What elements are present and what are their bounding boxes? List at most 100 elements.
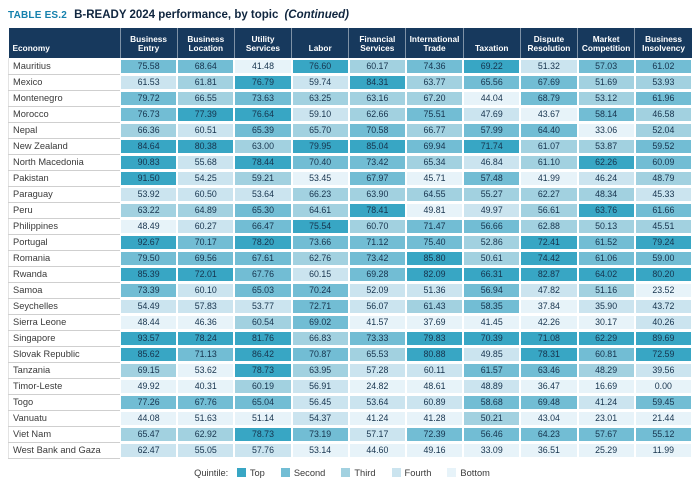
score-cell: 59.10 — [292, 107, 348, 122]
score-cell: 56.91 — [292, 379, 348, 394]
score-cell: 53.92 — [121, 187, 177, 202]
score-cell: 41.28 — [406, 411, 463, 426]
score-cell: 70.58 — [349, 123, 405, 138]
table-row: New Zealand 84.64 80.38 63.00 79.95 85.04 69.9… — [8, 138, 692, 155]
score-cell: 78.20 — [235, 235, 291, 250]
score-cell: 67.76 — [235, 267, 291, 282]
legend-swatch-second — [280, 467, 290, 477]
column-header: International Trade — [405, 28, 464, 58]
score-cell: 84.64 — [121, 139, 177, 154]
score-cell: 48.34 — [578, 187, 634, 202]
score-cell: 66.47 — [235, 219, 291, 234]
score-cell: 60.19 — [235, 379, 291, 394]
table-row: Montenegro 79.72 66.55 73.63 63.25 63.16 67.20… — [8, 90, 692, 107]
score-cell: 63.95 — [292, 363, 348, 378]
score-cell: 61.02 — [635, 59, 691, 74]
economy-name: Philippines — [8, 218, 120, 235]
column-header: Business Insolvency — [634, 28, 692, 58]
score-cell: 82.09 — [406, 267, 463, 282]
score-cell: 56.46 — [464, 427, 520, 442]
economy-name: Mexico — [8, 74, 120, 91]
score-cell: 71.08 — [521, 331, 577, 346]
score-cell: 92.67 — [121, 235, 177, 250]
legend-swatch-fourth — [391, 467, 401, 477]
score-cell: 76.64 — [235, 107, 291, 122]
score-cell: 65.53 — [349, 347, 405, 362]
score-cell: 63.22 — [121, 203, 177, 218]
score-cell: 62.26 — [578, 155, 634, 170]
score-cell: 51.16 — [578, 283, 634, 298]
score-cell: 40.26 — [635, 315, 691, 330]
score-cell: 58.35 — [464, 299, 520, 314]
score-cell: 62.88 — [521, 219, 577, 234]
score-cell: 50.13 — [578, 219, 634, 234]
score-cell: 66.36 — [121, 123, 177, 138]
score-cell: 67.97 — [349, 171, 405, 186]
score-cell: 41.57 — [349, 315, 405, 330]
score-cell: 65.04 — [235, 395, 291, 410]
economy-name: Viet Nam — [8, 426, 120, 443]
score-cell: 47.82 — [521, 283, 577, 298]
column-header: Market Competition — [576, 28, 635, 58]
score-cell: 58.68 — [464, 395, 520, 410]
table-row: Pakistan 91.50 54.25 59.21 53.45 67.97 45.71 57… — [8, 170, 692, 187]
score-cell: 41.99 — [521, 171, 577, 186]
score-cell: 41.48 — [235, 59, 291, 74]
score-cell: 21.44 — [635, 411, 691, 426]
score-cell: 60.17 — [349, 59, 405, 74]
table-row: Tanzania 69.15 53.62 78.73 63.95 57.28 60.11 61… — [8, 362, 692, 379]
table-row: Sierra Leone 48.44 46.36 60.54 69.02 41.57 37.… — [8, 314, 692, 331]
score-cell: 63.16 — [349, 91, 405, 106]
score-cell: 75.54 — [292, 219, 348, 234]
score-cell: 81.76 — [235, 331, 291, 346]
score-cell: 80.20 — [635, 267, 691, 282]
score-cell: 73.63 — [235, 91, 291, 106]
score-cell: 62.27 — [521, 187, 577, 202]
table-title: TABLE ES.2 B-READY 2024 performance, by … — [8, 9, 692, 21]
economy-name: Mauritius — [8, 58, 120, 75]
score-cell: 89.69 — [635, 331, 691, 346]
score-cell: 61.53 — [121, 75, 177, 90]
score-cell: 49.92 — [121, 379, 177, 394]
score-cell: 45.51 — [635, 219, 691, 234]
score-cell: 54.37 — [292, 411, 348, 426]
table-row: Nepal 66.36 60.51 65.39 65.70 70.58 66.77 57.99… — [8, 122, 692, 139]
table-row: Viet Nam 65.47 62.92 78.73 73.19 57.17 72.39 56… — [8, 426, 692, 443]
score-cell: 53.45 — [292, 171, 348, 186]
score-cell: 73.39 — [121, 283, 177, 298]
table-header: Economy Business Entry Business Location Ut… — [8, 28, 692, 58]
score-cell: 56.66 — [464, 219, 520, 234]
score-cell: 53.93 — [635, 75, 691, 90]
score-cell: 66.23 — [292, 187, 348, 202]
table-row: Slovak Republic 85.62 71.13 86.42 70.87 65.53… — [8, 346, 692, 363]
score-cell: 60.09 — [635, 155, 691, 170]
score-cell: 72.39 — [406, 427, 463, 442]
score-cell: 80.88 — [406, 347, 463, 362]
score-cell: 49.16 — [406, 443, 463, 458]
score-cell: 43.04 — [521, 411, 577, 426]
score-cell: 61.43 — [406, 299, 463, 314]
score-cell: 65.39 — [235, 123, 291, 138]
score-cell: 85.04 — [349, 139, 405, 154]
score-cell: 60.27 — [178, 219, 234, 234]
score-cell: 75.51 — [406, 107, 463, 122]
score-cell: 77.26 — [121, 395, 177, 410]
score-cell: 43.72 — [635, 299, 691, 314]
score-cell: 63.25 — [292, 91, 348, 106]
score-cell: 60.89 — [406, 395, 463, 410]
column-header: Utility Services — [233, 28, 292, 58]
score-cell: 45.33 — [635, 187, 691, 202]
score-cell: 60.70 — [349, 219, 405, 234]
score-cell: 60.51 — [178, 123, 234, 138]
score-cell: 76.73 — [121, 107, 177, 122]
table-number-label: TABLE ES.2 — [8, 10, 68, 21]
score-cell: 77.39 — [178, 107, 234, 122]
score-cell: 46.36 — [178, 315, 234, 330]
economy-name: Pakistan — [8, 170, 120, 187]
score-cell: 39.56 — [635, 363, 691, 378]
score-cell: 46.24 — [578, 171, 634, 186]
legend-swatch-third — [341, 467, 351, 477]
score-cell: 66.83 — [292, 331, 348, 346]
score-cell: 60.10 — [178, 283, 234, 298]
